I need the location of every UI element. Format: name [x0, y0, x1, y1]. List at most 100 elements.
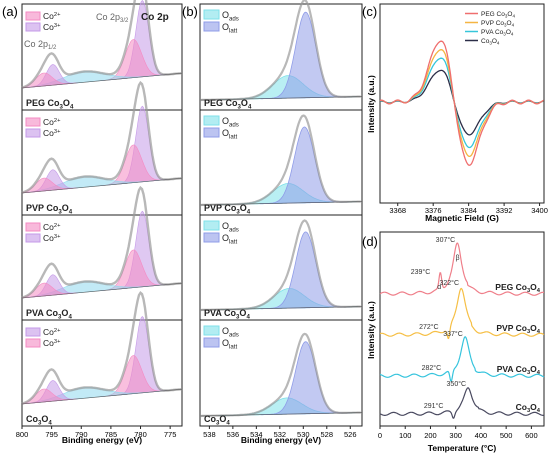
panel-c-series-peg-co3o4 [379, 40, 544, 166]
panel-a-subplot-co3o4: Co2+Co3+ Co3O4 [21, 290, 183, 426]
panel-b-legend-swatch [203, 220, 220, 231]
panel-a-x-tick-label: 800 [16, 430, 29, 439]
panel-a-sample-label: PEG Co3O4 [26, 98, 74, 110]
panel-d-y-label: Intensity (a.u.) [366, 301, 376, 359]
panel-a-legend-label: Co2+ [43, 11, 61, 21]
panel-d-alpha-temp-label: 239°C [411, 268, 431, 276]
panel-b-legend-swatch [203, 21, 220, 32]
panel-a-legend-swatch [25, 22, 41, 32]
panel-d-frame [379, 231, 545, 427]
panel-b-legend-label: Olatt [222, 233, 237, 245]
panel-a-x-label: Binding energy (eV) [62, 435, 142, 445]
panel-c-legend-label: PVA Co3O4 [481, 29, 514, 37]
panel-b-legend-swatch [203, 232, 220, 243]
panel-a-background [21, 72, 183, 89]
panel-b-x-tick-label: 534 [250, 430, 263, 439]
panel-a-peak-co2p12: Co 2p1/2 [24, 39, 57, 51]
panel-a-legend: Co2+Co3+ [25, 327, 61, 348]
panel-a-peak-co2p: Co 2p [141, 12, 169, 23]
panel-a-legend: Co2+Co3+ [25, 117, 61, 138]
panel-a-legend-swatch [25, 222, 41, 232]
panel-c-plot [379, 40, 544, 166]
panel-d-series-peg-co3o4 [379, 242, 544, 296]
panel-d-beta-temp-label: 350°C [447, 380, 467, 388]
panel-c-x-label: Magnetic Field (G) [425, 213, 499, 223]
panel-d-x-tick-label: 100 [399, 431, 412, 440]
panel-b-x-tick-label: 530 [297, 430, 310, 439]
panel-c-x-tick-label: 3392 [496, 206, 513, 215]
panel-b-x-tick-label: 536 [227, 430, 240, 439]
panel-a-legend-swatch [25, 338, 41, 348]
panel-a-legend-label: Co3+ [43, 128, 61, 138]
panel-b-x-tick-label: 528 [321, 430, 334, 439]
panel-c-legend-label: Co3O4 [481, 38, 500, 46]
panel-b-legend-label: Oads [222, 221, 239, 233]
panel-a-background [21, 177, 183, 194]
panel-a-data-envelope [21, 290, 183, 405]
panel-d-x-label: Temperature (°C) [428, 443, 497, 453]
panel-d-beta-temp-label: 337°C [443, 330, 463, 338]
panel-d-series-label: PEG Co3O4 [495, 282, 541, 294]
panel-b-x-tick-label: 532 [274, 430, 287, 439]
panel-b-background [199, 96, 363, 101]
panel-a-x-tick-label: 785 [105, 430, 118, 439]
panel-a-subplot-pva: Co2+Co3+ PVA Co3O4 [21, 185, 183, 320]
panel-d-beta-temp-label: 307°C [436, 236, 456, 244]
panel-b-legend-swatch [203, 127, 220, 138]
panel-a-legend-swatch [25, 327, 41, 337]
panel-d-alpha-temp-label: 272°C [419, 323, 439, 331]
panel-d-plot: 307°C 239°C α β PEG Co3O4 322°C 272°C PVP Co3O4… [379, 236, 545, 419]
panel-a-data-envelope [21, 80, 183, 194]
panel-a-legend-swatch [25, 117, 41, 127]
panel-a-data-envelope [21, 185, 183, 299]
panel-d-alpha-temp-label: 282°C [422, 364, 442, 372]
panel-c-x-tick-label: 3384 [460, 206, 477, 215]
panel-a-subplot-peg: Co2+Co3+ PEG Co3O4 [21, 0, 183, 110]
panel-b-x-label: Binding energy (eV) [241, 435, 321, 445]
panel-b-legend-label: Olatt [222, 338, 237, 350]
panel-a-legend: Co2+Co3+ [25, 222, 61, 243]
panel-a-legend-label: Co2+ [43, 117, 61, 127]
panel-c-x-tick-label: 3376 [425, 206, 442, 215]
panel-a-legend-label: Co3+ [43, 22, 61, 32]
panel-b-legend-label: Olatt [222, 128, 237, 140]
panel-b-sample-label: PEG Co3O4 [204, 98, 252, 110]
panel-b-background [199, 412, 363, 417]
panel-a: Co2+Co3+PEG Co3O4 Co2+Co3+PVP Co3O4 Co2+… [16, 0, 183, 445]
panel-d: 307°C 239°C α β PEG Co3O4 322°C 272°C PVP Co3O4… [366, 231, 545, 453]
panel-d-series-pvp-co3o4 [379, 287, 545, 340]
panel-d-alpha-temp-label: 291°C [424, 402, 444, 410]
panel-b-legend-swatch [203, 337, 220, 348]
panel-label-d: (d) [362, 234, 378, 249]
panel-a-sample-label: PVA Co3O4 [26, 308, 72, 320]
panel-a-legend-swatch [25, 128, 41, 138]
panel-d-x-axis: 0 100 200 300 400 500 600 [378, 426, 538, 440]
panel-c-y-label: Intensity (a.u.) [366, 75, 376, 133]
panel-a-background [21, 282, 183, 299]
panel-b-legend-swatch [203, 9, 220, 20]
panel-c-x-tick-label: 3400 [531, 206, 548, 215]
panel-b-legend-label: Oads [222, 326, 239, 338]
panel-a-x-tick-label: 795 [45, 430, 58, 439]
panel-d-x-tick-label: 300 [449, 431, 462, 440]
panel-b-legend-label: Olatt [222, 22, 237, 34]
panel-d-series-label: PVP Co3O4 [496, 323, 540, 335]
panel-b-legend-swatch [203, 115, 220, 126]
panel-a-x-tick-label: 775 [164, 430, 177, 439]
panel-b-legend-label: Oads [222, 116, 239, 128]
panel-a-legend: Co2+Co3+ [25, 11, 61, 32]
panel-a-legend-label: Co2+ [43, 222, 61, 232]
panel-d-series-pva-co3o4 [379, 336, 545, 383]
panel-b-sample-label: PVP Co3O4 [204, 203, 251, 215]
panel-c-legend-label: PVP Co3O4 [481, 20, 515, 28]
